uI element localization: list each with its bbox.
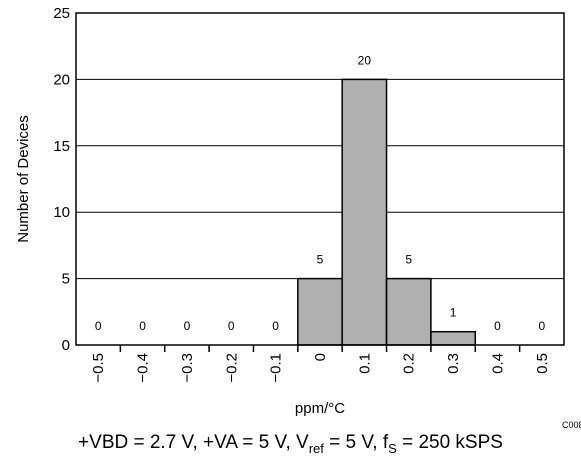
y-tick-label-10: 10 [53, 204, 70, 221]
x-tick-label-0.3: 0.3 [445, 353, 462, 374]
data-label-0.1: 20 [358, 53, 372, 67]
data-label--0.3: 0 [184, 319, 191, 333]
x-axis-title: ppm/°C [295, 400, 345, 417]
chart-caption: +VBD = 2.7 V, +VA = 5 V, Vref = 5 V, fS … [0, 432, 581, 456]
y-tick-label-0: 0 [62, 337, 70, 354]
data-label-0: 5 [317, 253, 324, 267]
caption-text-3: = 250 kSPS [396, 432, 503, 453]
bar-0 [297, 277, 343, 346]
data-label-0.4: 0 [494, 319, 501, 333]
data-labels: 0 0 0 0 0 5 20 5 1 0 0 [95, 53, 546, 333]
gridlines [76, 78, 564, 280]
x-tick-label--0.3: −0.3 [179, 353, 196, 383]
x-tick-label--0.2: −0.2 [223, 353, 240, 383]
x-tick-label--0.4: −0.4 [135, 353, 152, 383]
x-tick-labels: −0.5 −0.4 −0.3 −0.2 −0.1 0 0.1 0.2 0.3 0.4 0.5 [90, 353, 551, 383]
x-tick-label-0.1: 0.1 [356, 353, 373, 374]
data-label-0.3: 1 [450, 306, 457, 320]
y-axis-title: Number of Devices [15, 115, 32, 243]
bar-0.2 [385, 277, 432, 346]
bar-0.3 [430, 330, 477, 346]
caption-subscript-s: S [388, 440, 397, 456]
plot-frame [75, 12, 565, 346]
y-tick-label-5: 5 [62, 271, 70, 288]
data-label--0.1: 0 [272, 319, 279, 333]
x-tick-label-0.2: 0.2 [401, 353, 418, 374]
figure-id: C008 [562, 420, 581, 430]
data-label-0.2: 5 [405, 253, 412, 267]
x-tick-label--0.5: −0.5 [90, 353, 107, 383]
data-label--0.2: 0 [228, 319, 235, 333]
y-tick-label-25: 25 [53, 5, 70, 22]
caption-subscript-ref: ref [308, 440, 324, 456]
x-tick-label-0: 0 [312, 353, 329, 361]
axes [75, 12, 565, 352]
caption-text-1: +VBD = 2.7 V, +VA = 5 V, V [78, 432, 309, 453]
bar-0.1 [341, 78, 388, 346]
caption-text-2: = 5 V, f [323, 432, 389, 453]
data-label--0.4: 0 [139, 319, 146, 333]
x-tick-label-0.4: 0.4 [489, 353, 506, 374]
x-tick-label-0.5: 0.5 [534, 353, 551, 374]
data-label--0.5: 0 [95, 319, 102, 333]
y-tick-labels: 0 5 10 15 20 25 [53, 5, 70, 354]
y-tick-label-15: 15 [53, 138, 70, 155]
y-tick-label-20: 20 [53, 71, 70, 88]
data-label-0.5: 0 [538, 319, 545, 333]
x-tick-label--0.1: −0.1 [268, 353, 285, 383]
